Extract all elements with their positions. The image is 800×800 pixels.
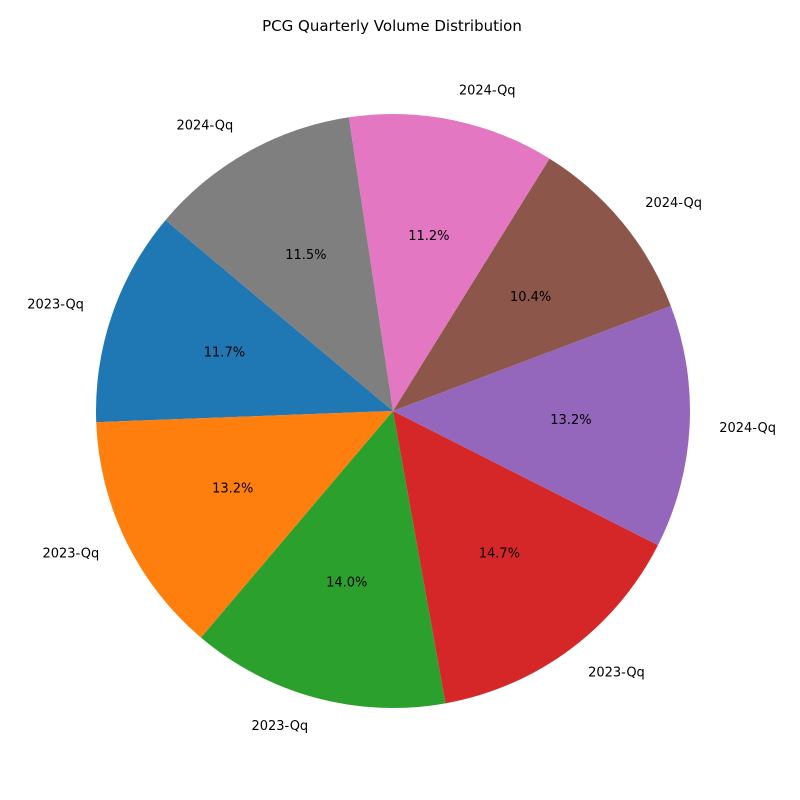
- slice-label-8: 2024-Qq: [176, 119, 233, 134]
- pie-slice-2: [96, 411, 393, 638]
- percent-labels-group: 11.7% 13.2% 14.0% 14.7% 13.2% 10.4% 11.2% 11.5%: [204, 229, 592, 591]
- slice-percent-label-2: 13.2%: [212, 481, 253, 496]
- slice-label-2: 2023-Qq: [42, 546, 99, 561]
- slice-percent-label-6: 10.4%: [510, 290, 551, 305]
- slice-label-5: 2024-Qq: [719, 421, 776, 436]
- chart-title: PCG Quarterly Volume Distribution: [262, 17, 522, 35]
- pie-slice-6: [393, 158, 671, 411]
- slice-label-6: 2024-Qq: [645, 196, 702, 211]
- slice-percent-label-4: 14.7%: [479, 546, 520, 561]
- slice-label-3: 2023-Qq: [251, 719, 308, 734]
- slice-percent-label-5: 13.2%: [550, 413, 591, 428]
- slice-label-1: 2023-Qq: [27, 298, 84, 313]
- pie-slice-5: [393, 305, 690, 546]
- pie-slice-1: [96, 220, 393, 423]
- slice-labels-group: 2023-Qq 2023-Qq 2023-Qq 2023-Qq 2024-Qq 2024-…: [27, 83, 776, 734]
- pie-slice-8: [165, 117, 393, 411]
- slice-percent-label-7: 11.2%: [408, 229, 449, 244]
- slice-percent-label-1: 11.7%: [204, 346, 245, 361]
- slice-percent-label-8: 11.5%: [285, 248, 326, 263]
- pie-slice-4: [393, 411, 658, 704]
- pie-slice-7: [348, 114, 550, 412]
- slice-percent-label-3: 14.0%: [326, 576, 367, 591]
- slices-group: [96, 114, 690, 708]
- pie-slice-3: [201, 411, 446, 708]
- slice-label-7: 2024-Qq: [459, 83, 516, 98]
- slice-label-4: 2023-Qq: [588, 666, 645, 681]
